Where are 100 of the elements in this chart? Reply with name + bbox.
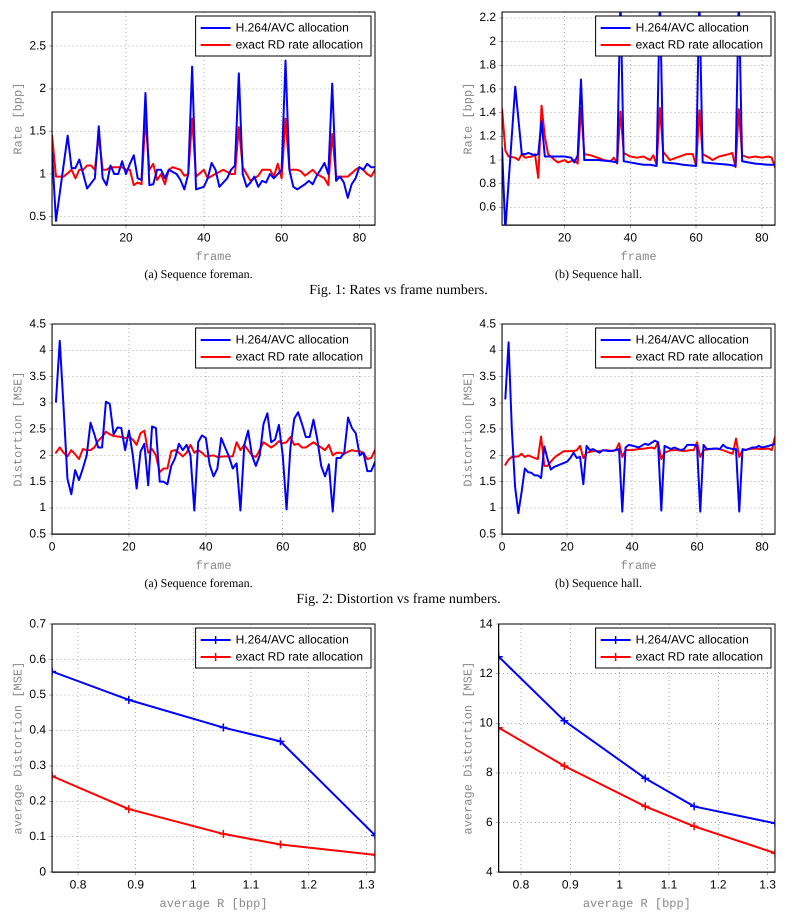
y-tick-label: 0.8 xyxy=(479,176,496,190)
x-tick-label: 0.8 xyxy=(70,878,87,892)
caption: Fig. 2: Distortion vs frame numbers. xyxy=(295,592,502,608)
x-tick-label: 0.9 xyxy=(127,878,144,892)
y-tick-label: 0.1 xyxy=(29,829,46,844)
y-tick-label: 2.2 xyxy=(479,10,496,24)
y-tick-label: 1.8 xyxy=(479,58,496,72)
x-tick-label: 40 xyxy=(199,540,213,554)
y-tick-label: 2 xyxy=(39,448,46,462)
y-tick-label: 0.3 xyxy=(29,758,46,772)
text: (b) Sequence hall. xyxy=(554,576,643,591)
y-tick-label: 1.5 xyxy=(29,474,46,488)
y-tick-label: 1 xyxy=(39,500,46,514)
x-tick-label: 1.2 xyxy=(710,878,727,892)
y-tick-label: 0.5 xyxy=(29,526,46,541)
x-tick-label: 60 xyxy=(690,540,704,554)
x-tick-label: 20 xyxy=(558,230,572,245)
legend-label: H.264/AVC allocation xyxy=(236,332,349,346)
legend-label: H.264/AVC allocation xyxy=(236,20,349,34)
y-tick-label: 8 xyxy=(486,765,494,780)
y-tick-label: 1.5 xyxy=(29,124,46,138)
x-tick-label: 60 xyxy=(689,230,704,245)
y-tick-label: 4 xyxy=(39,342,46,357)
y-tick-label: 2 xyxy=(489,448,496,462)
y-axis-title: Distortion [MSE] xyxy=(11,371,26,487)
x-tick-label: 80 xyxy=(352,540,367,554)
x-axis-title: frame xyxy=(196,250,232,264)
x-tick-label: 40 xyxy=(624,230,638,245)
x-tick-label: 1.3 xyxy=(759,878,776,892)
y-tick-label: 0.6 xyxy=(29,652,46,666)
legend-label: exact RD rate allocation xyxy=(236,37,364,52)
y-tick-label: 3.5 xyxy=(29,368,46,383)
y-tick-label: 4.5 xyxy=(29,316,46,330)
legend-label: H.264/AVC allocation xyxy=(636,632,749,646)
x-tick-label: 80 xyxy=(755,540,769,554)
x-tick-label: 0 xyxy=(498,540,506,554)
x-axis-title: average R [bpp] xyxy=(582,896,691,911)
x-tick-label: 1.2 xyxy=(300,878,318,892)
y-tick-label: 1 xyxy=(489,152,496,166)
y-tick-label: 12 xyxy=(479,666,494,680)
x-tick-label: 60 xyxy=(274,230,289,245)
y-tick-label: 4 xyxy=(486,864,494,879)
y-tick-label: 2.5 xyxy=(479,421,496,436)
x-tick-label: 80 xyxy=(755,230,769,245)
legend-label: exact RD rate allocation xyxy=(636,649,764,664)
x-tick-label: 20 xyxy=(560,540,574,554)
y-axis-title: Rate [bpp] xyxy=(461,82,476,155)
x-axis-title: average R [bpp] xyxy=(160,896,268,911)
y-tick-label: 10 xyxy=(479,716,494,730)
y-tick-label: 2.5 xyxy=(29,421,46,436)
x-axis-title: frame xyxy=(196,558,232,573)
text: (b) Sequence hall. xyxy=(554,267,643,282)
legend-label: H.264/AVC allocation xyxy=(636,332,749,346)
x-tick-label: 40 xyxy=(625,540,640,554)
x-tick-label: 0.9 xyxy=(562,878,579,892)
legend-label: H.264/AVC allocation xyxy=(636,20,749,34)
x-tick-label: 1 xyxy=(616,878,624,892)
y-tick-label: 0.7 xyxy=(29,616,46,630)
x-tick-label: 0.8 xyxy=(512,878,530,892)
legend-label: exact RD rate allocation xyxy=(236,649,364,664)
x-tick-label: 20 xyxy=(122,540,136,554)
text: (a) Sequence foreman. xyxy=(143,267,254,282)
y-axis-title: average Distortion [MSE] xyxy=(461,662,476,835)
y-tick-label: 2 xyxy=(489,34,496,48)
y-tick-label: 0.5 xyxy=(479,526,496,541)
x-tick-label: 0 xyxy=(48,540,56,554)
legend-label: exact RD rate allocation xyxy=(636,349,764,364)
y-tick-label: 1 xyxy=(39,166,46,180)
y-tick-label: 0.4 xyxy=(29,722,46,737)
text: (a) Sequence foreman. xyxy=(143,576,254,591)
y-axis-title: average Distortion [MSE] xyxy=(11,662,26,835)
y-tick-label: 3 xyxy=(489,395,496,410)
y-tick-label: 1.6 xyxy=(479,81,496,96)
y-tick-label: 2 xyxy=(39,81,46,96)
y-tick-label: 2.5 xyxy=(29,38,46,52)
y-tick-label: 3.5 xyxy=(479,368,496,383)
y-axis-title: Rate [bpp] xyxy=(11,82,26,155)
y-tick-label: 1.5 xyxy=(479,474,496,488)
y-tick-label: 14 xyxy=(479,616,494,630)
y-tick-label: 4 xyxy=(489,342,496,357)
y-tick-label: 4.5 xyxy=(479,316,496,330)
x-tick-label: 80 xyxy=(352,230,366,245)
y-tick-label: 6 xyxy=(486,814,494,829)
x-tick-label: 20 xyxy=(119,230,133,245)
x-tick-label: 40 xyxy=(197,230,211,245)
legend-label: H.264/AVC allocation xyxy=(236,632,349,646)
legend-label: exact RD rate allocation xyxy=(236,349,364,364)
caption: Fig. 1: Rates vs frame numbers. xyxy=(308,283,489,299)
y-tick-label: 0 xyxy=(39,864,46,879)
x-axis-title: frame xyxy=(620,250,657,264)
legend-label: exact RD rate allocation xyxy=(636,37,764,52)
y-axis-title: Distortion [MSE] xyxy=(461,371,476,487)
y-tick-label: 1.2 xyxy=(479,128,496,143)
y-tick-label: 0.2 xyxy=(29,794,46,808)
x-tick-label: 1.1 xyxy=(660,878,678,892)
y-tick-label: 0.5 xyxy=(29,208,46,223)
x-tick-label: 1 xyxy=(190,878,198,892)
y-tick-label: 0.6 xyxy=(479,200,496,214)
y-tick-label: 1 xyxy=(489,500,496,514)
x-tick-label: 1.1 xyxy=(242,878,260,892)
